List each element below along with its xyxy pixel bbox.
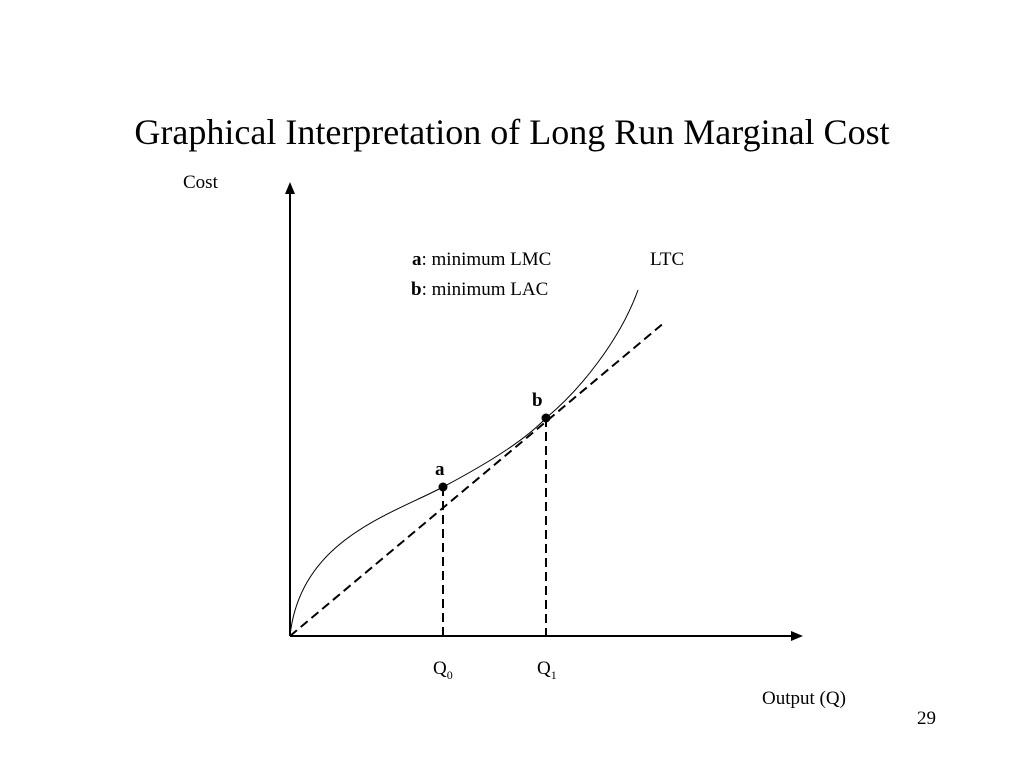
x-axis-label: Output (Q) [762,688,846,709]
ltc-curve [289,289,639,637]
tick-q0: Q0 [433,658,453,682]
ltc-label: LTC [650,249,685,270]
legend-b-text: : minimum LAC [421,279,549,300]
legend-b-key: b [411,279,422,300]
point-a-label: a [435,459,445,480]
legend-a-key: a [412,249,422,270]
page-number: 29 [917,708,936,729]
legend-a-text: : minimum LMC [421,249,552,270]
point-b-label: b [532,390,543,411]
point-a-marker [438,482,448,492]
point-b-marker [541,413,551,423]
x-axis-arrowhead [791,631,803,641]
tick-q1: Q1 [537,658,557,682]
slide-title: Graphical Interpretation of Long Run Mar… [134,112,890,152]
legend-a: a: minimum LMC [412,249,551,271]
y-axis-label: Cost [183,172,218,193]
y-axis-arrowhead [285,182,295,194]
ray-from-origin [289,321,666,637]
legend-b: b: minimum LAC [411,279,548,301]
